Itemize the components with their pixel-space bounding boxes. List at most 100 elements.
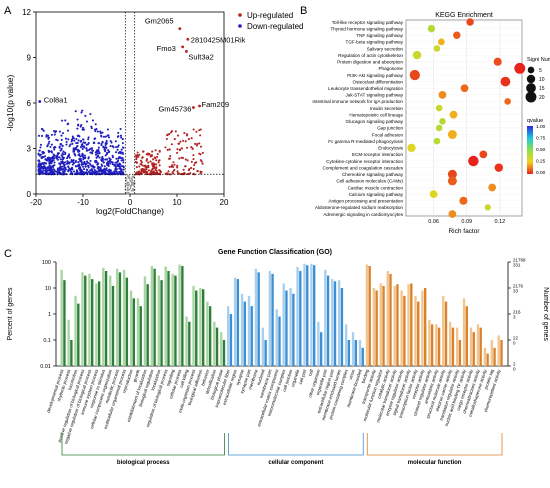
volcano-y-tick-label: 0 [27,190,32,199]
go-bar-all [344,324,348,366]
volcano-down-point [70,138,74,141]
go-bar-deg [132,298,135,366]
kegg-grid [406,20,522,216]
volcano-up-point [151,163,154,166]
volcano-down-point [101,131,104,134]
volcano-up-point [177,134,180,137]
volcano-down-point [80,143,83,147]
kegg-pathway-label: Antigen processing and presentation [328,199,403,204]
go-bar-all [74,295,77,366]
go-bar-all [476,324,480,366]
volcano-down-point [82,168,86,171]
volcano-down-point [97,146,100,149]
kegg-pathway-label: Salivary secretion [367,46,404,51]
volcano-down-point [93,166,96,169]
go-bar-deg [375,290,378,366]
go-bar-deg [333,281,337,366]
volcano-down-point [115,145,118,149]
go-bar-all [400,290,403,366]
volcano-down-point [94,123,97,126]
volcano-down-point [97,142,101,145]
kegg-pathway-label: Cardiac muscle contraction [348,185,404,190]
volcano-up-point [178,157,181,160]
go-bar-deg [118,272,122,366]
volcano-down-point [76,127,79,130]
volcano-up-point [151,150,154,153]
go-bar-all [157,275,160,366]
volcano-down-point [75,169,78,172]
volcano-down-point [81,109,84,112]
volcano-down-point [100,170,103,173]
go-bar-deg [153,268,156,366]
volcano-down-point [120,148,123,151]
volcano-down-point [60,147,63,150]
volcano-down-point [96,170,99,173]
volcano-down-point [72,137,75,140]
volcano-down-point [61,144,64,148]
volcano-down-point [60,167,63,170]
volcano-down-point [54,170,58,173]
volcano-up-point [159,169,162,172]
volcano-down-point [80,111,83,114]
go-right-tick-sublabel: 3 [513,315,516,320]
kegg-point [427,24,436,33]
volcano-up-point [171,164,174,167]
volcano-down-point [74,161,77,164]
kegg-point [438,38,445,46]
volcano-down-point [39,162,42,166]
volcano-down-point [46,134,50,137]
volcano-down-point [86,168,89,172]
volcano-down-point [102,135,106,138]
volcano-down-point [107,149,110,152]
volcano-up-point [192,158,195,161]
go-bar-all [386,271,389,366]
go-bar-all [136,298,140,366]
volcano-down-point [109,139,112,143]
go-group-bracket [228,433,364,456]
volcano-down-point [64,119,67,122]
volcano-down-point [58,130,61,133]
go-bar-all [414,295,417,366]
volcano-down-point [68,156,71,159]
volcano-down-point [104,135,107,138]
go-category-label: virion [348,368,356,380]
go-bar-deg [202,289,205,366]
volcano-down-point [80,159,83,162]
volcano-ns-point [127,175,130,177]
volcano-down-point [59,149,62,152]
volcano-ns-point [129,187,132,190]
kegg-size-legend-dot [525,91,537,103]
volcano-up-point [187,169,190,172]
volcano-up-point [137,171,140,174]
volcano-down-point [79,173,83,176]
go-bar-all [88,273,91,366]
volcano-down-point [63,170,66,173]
volcano-up-point [171,165,175,168]
volcano-up-point [183,131,186,135]
volcano-down-point [71,163,74,166]
volcano-up-point [201,162,204,165]
volcano-up-point [156,155,159,158]
volcano-ns-point [131,175,134,178]
volcano-down-point [96,152,99,155]
volcano-down-point [103,169,106,172]
go-bar-all [60,269,63,366]
volcano-down-point [116,160,119,163]
go-category-label: cell killing [179,368,190,388]
volcano-down-point [99,166,102,169]
go-left-tick-label: 1 [48,312,51,318]
volcano-up-point [192,173,195,176]
volcano-down-point [58,171,61,174]
volcano-up-point [176,164,179,167]
kegg-point [466,18,474,26]
volcano-down-point [91,149,95,152]
volcano-up-point [191,147,194,150]
go-bar-deg [250,306,253,366]
volcano-up-point [139,163,142,166]
volcano-down-point [120,168,123,171]
volcano-up-point [173,163,176,166]
volcano-down-point [78,158,81,161]
kegg-pathway-label: Cytokine-cytokine receptor interaction [326,159,403,164]
go-bar-all [220,332,223,366]
go-bar-deg [257,272,260,366]
